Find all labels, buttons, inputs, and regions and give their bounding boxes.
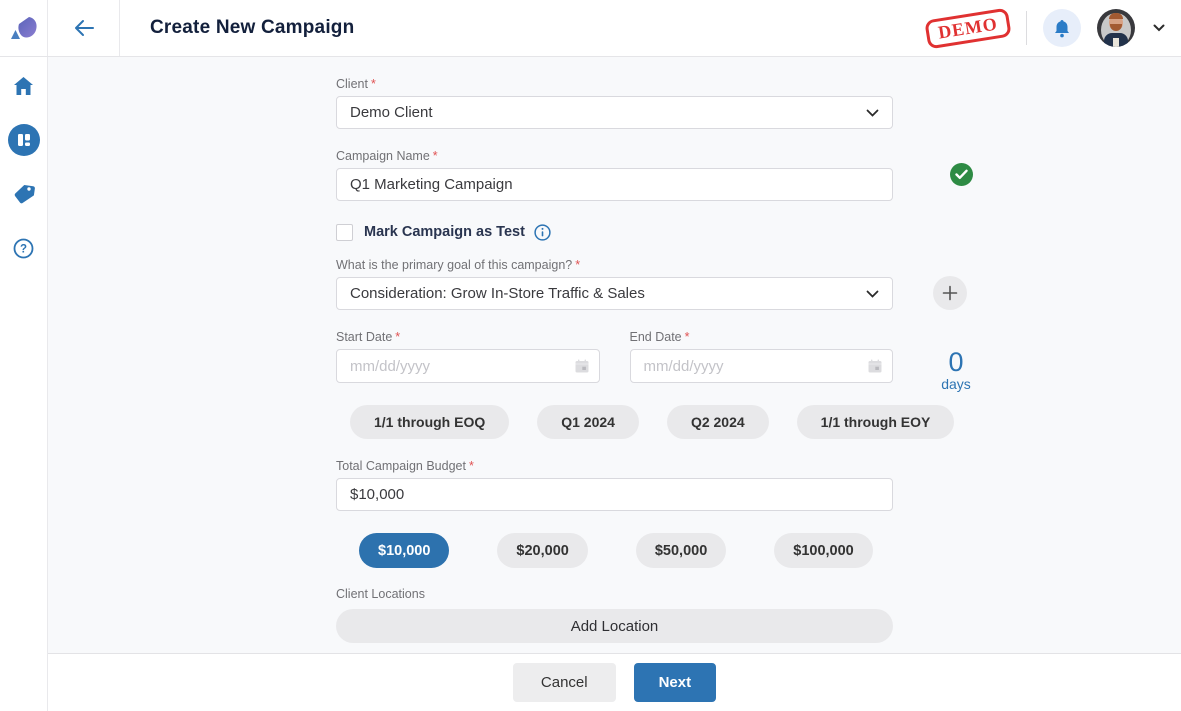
- sidebar: ?: [0, 57, 48, 711]
- required-marker: *: [468, 459, 474, 473]
- budget-input[interactable]: [336, 478, 893, 511]
- client-select[interactable]: Demo Client: [336, 96, 893, 129]
- avatar-hair: [1109, 13, 1123, 19]
- client-locations-label: Client Locations: [336, 587, 425, 601]
- topbar-divider: [1026, 11, 1027, 45]
- required-marker: *: [684, 330, 690, 344]
- page-title: Create New Campaign: [150, 17, 355, 38]
- client-label: Client *: [336, 77, 376, 91]
- help-icon: ?: [13, 238, 34, 259]
- add-goal-button[interactable]: [933, 276, 967, 310]
- start-date-label: Start Date *: [336, 330, 401, 344]
- demo-badge: DEMO: [924, 7, 1012, 49]
- svg-text:?: ?: [20, 244, 27, 256]
- required-marker: *: [370, 77, 376, 91]
- dashboard-icon: [15, 131, 33, 149]
- goal-select[interactable]: Consideration: Grow In-Store Traffic & S…: [336, 277, 893, 310]
- required-marker: *: [395, 330, 401, 344]
- date-preset-eoq[interactable]: 1/1 through EOQ: [350, 405, 510, 439]
- campaign-name-label: Campaign Name *: [336, 149, 438, 163]
- avatar[interactable]: [1097, 9, 1135, 47]
- topbar-right: DEMO: [924, 7, 1181, 49]
- back-arrow-icon: [73, 19, 95, 37]
- next-button[interactable]: Next: [633, 663, 717, 702]
- duration-value: 0: [948, 347, 964, 377]
- back-button[interactable]: [48, 0, 120, 56]
- add-location-button[interactable]: Add Location: [336, 609, 893, 643]
- campaign-form: Client * Demo Client Campaign Name *: [336, 57, 973, 653]
- home-icon: [13, 76, 34, 96]
- start-date-input[interactable]: [336, 349, 600, 383]
- form-scroll-area: Client * Demo Client Campaign Name *: [48, 57, 1181, 654]
- end-date-label: End Date *: [629, 330, 690, 344]
- date-preset-q2-2024[interactable]: Q2 2024: [666, 405, 769, 439]
- avatar-shirt: [1113, 38, 1119, 47]
- budget-label: Total Campaign Budget *: [336, 459, 474, 473]
- sidebar-item-campaigns[interactable]: [7, 124, 40, 156]
- goal-select-value: Consideration: Grow In-Store Traffic & S…: [350, 285, 645, 302]
- cancel-button[interactable]: Cancel: [512, 663, 616, 702]
- required-marker: *: [432, 149, 438, 163]
- form-footer: Cancel Next: [48, 654, 1181, 711]
- campaign-duration: 0 days: [933, 348, 979, 392]
- avatar-beard: [1110, 24, 1122, 31]
- sidebar-item-home[interactable]: [13, 76, 34, 96]
- account-menu-chevron[interactable]: [1153, 24, 1165, 32]
- budget-preset-20000[interactable]: $20,000: [497, 533, 588, 568]
- valid-check-icon: [950, 163, 973, 186]
- sidebar-item-tags[interactable]: [13, 183, 35, 204]
- goal-label: What is the primary goal of this campaig…: [336, 258, 581, 272]
- bell-icon: [1053, 19, 1071, 38]
- test-campaign-checkbox[interactable]: [336, 223, 353, 241]
- sidebar-item-help[interactable]: ?: [13, 238, 34, 259]
- budget-preset-100000[interactable]: $100,000: [774, 533, 873, 568]
- budget-preset-50000[interactable]: $50,000: [635, 533, 727, 568]
- required-marker: *: [575, 258, 581, 272]
- end-date-input[interactable]: [629, 349, 893, 383]
- chevron-down-icon: [866, 290, 879, 298]
- chevron-down-icon: [866, 109, 879, 117]
- duration-unit: days: [941, 376, 971, 392]
- logo-icon: [8, 14, 40, 42]
- budget-preset-10000[interactable]: $10,000: [359, 533, 450, 568]
- app-logo[interactable]: [0, 0, 48, 56]
- info-icon[interactable]: [534, 223, 551, 241]
- notifications-button[interactable]: [1043, 9, 1081, 47]
- date-preset-eoy[interactable]: 1/1 through EOY: [796, 405, 955, 439]
- topbar: Create New Campaign DEMO: [0, 0, 1181, 57]
- date-preset-q1-2024[interactable]: Q1 2024: [537, 405, 639, 439]
- test-campaign-label: Mark Campaign as Test: [364, 224, 525, 240]
- tag-icon: [13, 183, 35, 204]
- client-select-value: Demo Client: [350, 104, 433, 121]
- campaign-name-input[interactable]: [336, 168, 893, 201]
